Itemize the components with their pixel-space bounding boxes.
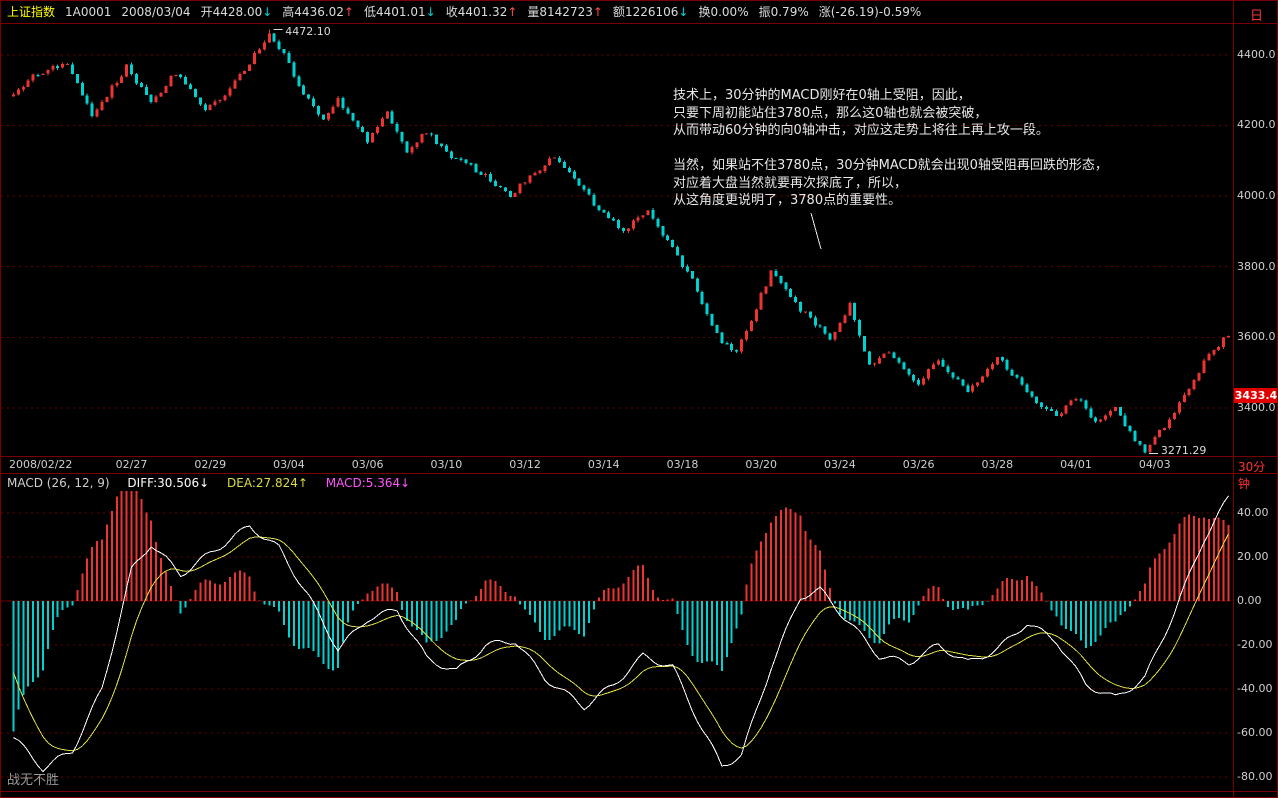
macd-value: MACD:5.364↓ — [325, 476, 411, 490]
candlestick-series — [12, 29, 1230, 454]
quote-field: 涨(-26.19)-0.59% — [818, 5, 922, 19]
watermark-text: 战无不胜 — [7, 773, 60, 788]
macd-chart[interactable] — [1, 491, 1233, 786]
quote-bar: 上证指数 1A0001 2008/03/04 开4428.00↓ 高4436.02… — [1, 1, 1237, 22]
xaxis-bottom-divider — [1, 473, 1277, 474]
macd-axis-label: 0.00 — [1237, 594, 1262, 608]
xaxis-top-divider — [1, 456, 1277, 457]
quote-field: 额1226106↓ — [612, 5, 689, 19]
quote-fields: 开4428.00↓ 高4436.02↑ 低4401.01↓ 收4401.32↑ 量814… — [201, 3, 922, 20]
period-daily-button[interactable]: 日 — [1250, 9, 1264, 24]
quote-field: 量8142723↑ — [527, 5, 603, 19]
x-axis-tick-label: 04/01 — [1060, 458, 1092, 471]
dea-line — [13, 533, 1229, 752]
right-margin-divider — [1233, 1, 1234, 797]
bottom-divider — [1, 791, 1277, 792]
annotation-pointer-line — [810, 212, 822, 250]
price-gridlines — [1, 54, 1231, 409]
quote-field: 振0.79% — [758, 5, 809, 19]
diff-line — [13, 495, 1229, 773]
x-axis-tick-label: 03/24 — [824, 458, 856, 471]
quote-field: 开4428.00↓ — [200, 5, 273, 19]
price-axis-label: 3800.0 — [1237, 259, 1276, 273]
x-axis-tick-label: 03/06 — [351, 458, 384, 471]
x-axis-tick-label: 02/27 — [115, 458, 148, 471]
symbol-code: 1A0001 — [65, 4, 112, 19]
macd-axis-label: -60.00 — [1237, 726, 1273, 740]
candlestick-chart[interactable] — [1, 23, 1233, 456]
macd-axis-label: 20.00 — [1237, 550, 1269, 564]
price-axis-label: 4400.0 — [1237, 47, 1276, 61]
macd-gridlines — [1, 512, 1231, 778]
macd-axis-label: 40.00 — [1237, 506, 1269, 519]
price-axis-label: 4000.0 — [1237, 189, 1276, 203]
x-axis-tick-label: 03/12 — [509, 458, 541, 471]
quote-field: 高4436.02↑ — [282, 5, 354, 19]
macd-histogram — [12, 491, 1230, 732]
macd-dea-value: DEA:27.824↑ — [227, 476, 308, 490]
x-axis-tick-label: 03/10 — [430, 458, 463, 471]
price-axis-label: 3400.0 — [1237, 400, 1276, 414]
x-axis-tick-label: 03/04 — [273, 458, 305, 471]
peak-price-label: 4472.10 — [285, 25, 331, 39]
price-axis-label: 4200.0 — [1237, 118, 1276, 132]
macd-axis-label: -80.00 — [1237, 770, 1273, 784]
x-axis-tick-label: 02/29 — [194, 458, 227, 471]
x-axis-tick-label: 03/18 — [666, 458, 699, 471]
x-axis-tick-label: 2008/02/22 — [9, 458, 73, 471]
x-axis-tick-label: 04/03 — [1138, 458, 1171, 471]
symbol-name[interactable]: 上证指数 — [7, 5, 56, 19]
extreme-markers — [273, 28, 1158, 454]
x-axis-tick-label: 03/20 — [745, 458, 778, 471]
quote-field: 收4401.32↑ — [445, 5, 518, 19]
macd-diff-value: DIFF:30.506↓ — [127, 476, 210, 490]
macd-header: MACD (26, 12, 9) DIFF:30.506↓ DEA:27.824… — [7, 476, 410, 490]
quote-date: 2008/03/04 — [121, 4, 191, 19]
price-axis-label: 3600.0 — [1237, 330, 1276, 344]
macd-params-label: MACD (26, 12, 9) — [7, 476, 110, 490]
x-axis-tick-label: 03/14 — [587, 458, 620, 471]
macd-axis-label: -20.00 — [1237, 638, 1273, 652]
topbar-divider — [1, 23, 1277, 24]
x-axis-tick-label: 03/26 — [902, 458, 935, 471]
macd-axis-label: -40.00 — [1237, 682, 1273, 696]
x-axis-tick-label: 03/28 — [981, 458, 1014, 471]
quote-field: 换0.00% — [698, 5, 749, 19]
last-price-badge: 3433.4 — [1234, 388, 1278, 404]
quote-field: 低4401.01↓ — [363, 5, 436, 19]
low-price-label: 3271.29 — [1160, 444, 1207, 458]
period-30min-button[interactable]: 30分钟 — [1238, 460, 1266, 491]
